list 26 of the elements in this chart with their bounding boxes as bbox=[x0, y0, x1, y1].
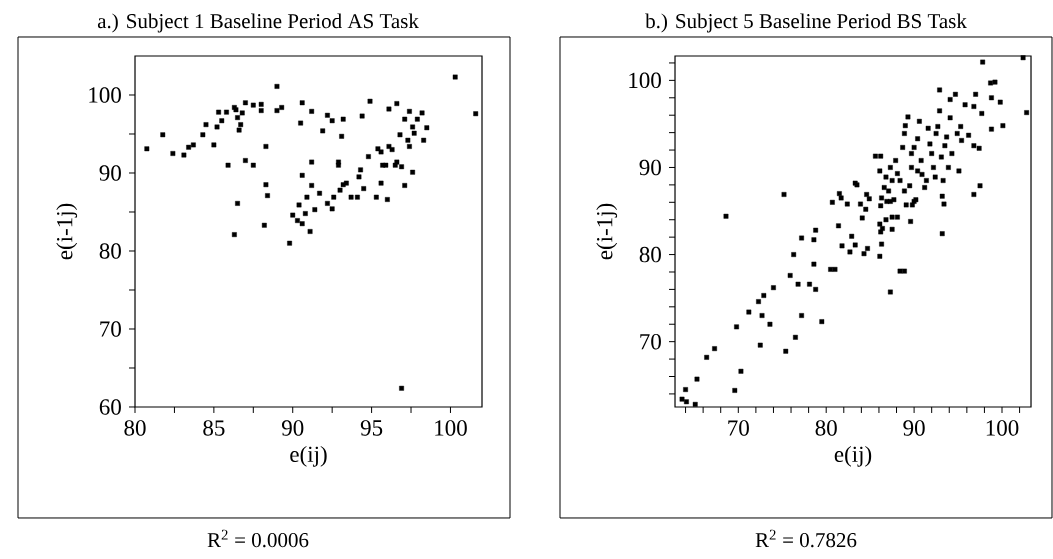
text: R$^{2}$ = 0.7826 bbox=[755, 529, 857, 548]
y-tick-label: 60 bbox=[99, 399, 121, 415]
text: R$^{2}$ = 0.0006 bbox=[207, 529, 309, 548]
x-tick-label: 95 bbox=[360, 420, 383, 436]
x-tick-label: 80 bbox=[815, 420, 837, 436]
x-tick-label: 80 bbox=[124, 420, 146, 436]
x-axis-title: e(ij) bbox=[834, 445, 872, 467]
x-tick-label: 100 bbox=[435, 420, 467, 436]
x-tick-label: 90 bbox=[903, 420, 925, 436]
y-tick-label: 70 bbox=[640, 333, 661, 350]
y-axis-title: e(i-1j) bbox=[56, 203, 78, 260]
x-tick-label: 90 bbox=[281, 420, 304, 436]
x-tick-label: 100 bbox=[986, 420, 1019, 436]
y-tick-label: 100 bbox=[629, 72, 661, 89]
y-tick-label: 90 bbox=[639, 159, 661, 176]
y-tick-label: 80 bbox=[99, 243, 121, 259]
y-tick-label: 100 bbox=[89, 87, 121, 103]
y-tick-label: 70 bbox=[100, 321, 121, 337]
chart-title: a.) Subject 1 Baseline Period AS Task bbox=[97, 13, 419, 33]
chart-title: b.) Subject 5 Baseline Period BS Task bbox=[645, 13, 967, 33]
y-axis-title: e(i-1j) bbox=[596, 203, 618, 260]
y-tick-label: 80 bbox=[639, 246, 661, 263]
y-tick-label: 90 bbox=[99, 165, 121, 181]
x-tick-label: 85 bbox=[203, 420, 225, 436]
x-axis-title: e(ij) bbox=[290, 445, 327, 467]
x-tick-label: 70 bbox=[728, 420, 749, 436]
